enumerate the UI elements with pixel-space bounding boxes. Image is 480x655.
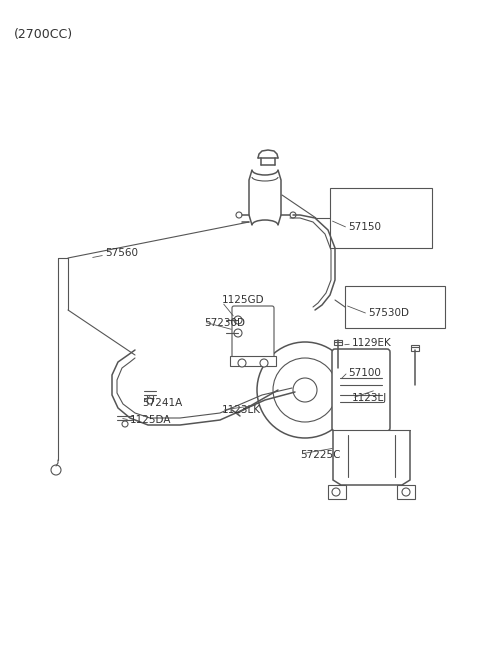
Text: 57225C: 57225C — [300, 450, 340, 460]
Bar — [328, 485, 346, 499]
Text: 57560: 57560 — [105, 248, 138, 258]
Bar — [397, 485, 415, 499]
Text: 1125GD: 1125GD — [222, 295, 264, 305]
Circle shape — [234, 329, 242, 337]
Circle shape — [257, 342, 353, 438]
Circle shape — [260, 359, 268, 367]
Text: 1123LK: 1123LK — [222, 405, 261, 415]
Circle shape — [290, 212, 296, 218]
Circle shape — [236, 212, 242, 218]
Circle shape — [402, 488, 410, 496]
Text: 57150: 57150 — [348, 222, 381, 232]
Circle shape — [273, 358, 337, 422]
Circle shape — [147, 398, 153, 404]
FancyBboxPatch shape — [232, 306, 274, 362]
FancyBboxPatch shape — [332, 349, 390, 431]
Text: 1123LJ: 1123LJ — [352, 393, 387, 403]
Bar — [411, 345, 419, 351]
Circle shape — [234, 316, 242, 324]
Bar — [330, 188, 432, 248]
Circle shape — [293, 378, 317, 402]
Text: 57530D: 57530D — [368, 308, 409, 318]
Bar — [345, 286, 445, 328]
Polygon shape — [333, 430, 410, 485]
Text: 57230D: 57230D — [204, 318, 245, 328]
Text: 57100: 57100 — [348, 368, 381, 378]
Circle shape — [332, 488, 340, 496]
Circle shape — [238, 359, 246, 367]
Circle shape — [122, 421, 128, 427]
Bar — [230, 356, 276, 366]
Text: 1129EK: 1129EK — [352, 338, 392, 348]
Bar — [334, 340, 342, 345]
Text: 57241A: 57241A — [142, 398, 182, 408]
Text: 1125DA: 1125DA — [130, 415, 171, 425]
Circle shape — [51, 465, 61, 475]
Text: (2700CC): (2700CC) — [14, 28, 73, 41]
